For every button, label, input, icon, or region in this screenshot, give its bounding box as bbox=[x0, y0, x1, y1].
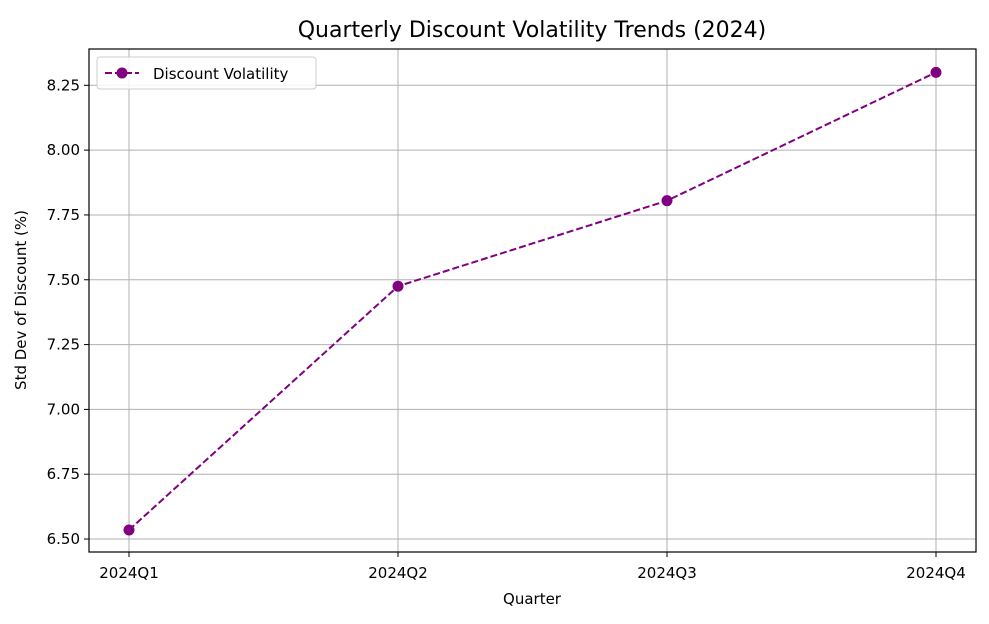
y-tick-label: 6.75 bbox=[47, 465, 80, 483]
y-tick-label: 7.50 bbox=[47, 271, 80, 289]
x-tick-label: 2024Q4 bbox=[906, 564, 966, 582]
y-tick-label: 6.50 bbox=[47, 530, 80, 548]
y-tick-label: 7.25 bbox=[47, 336, 80, 354]
data-point bbox=[123, 524, 135, 536]
legend-label: Discount Volatility bbox=[153, 65, 289, 83]
legend-marker-swatch bbox=[116, 67, 128, 79]
chart-title: Quarterly Discount Volatility Trends (20… bbox=[298, 18, 767, 43]
x-tick-label: 2024Q3 bbox=[637, 564, 697, 582]
legend: Discount Volatility bbox=[96, 56, 317, 90]
x-tick-label: 2024Q1 bbox=[99, 564, 159, 582]
legend-box bbox=[96, 56, 317, 90]
y-axis-label: Std Dev of Discount (%) bbox=[12, 210, 30, 390]
y-tick-label: 8.25 bbox=[47, 76, 80, 94]
data-point bbox=[661, 195, 673, 207]
y-tick-label: 8.00 bbox=[47, 141, 80, 159]
y-tick-label: 7.75 bbox=[47, 206, 80, 224]
plot-frame bbox=[88, 48, 977, 553]
x-axis-ticks: 2024Q1 2024Q2 2024Q3 2024Q4 bbox=[99, 552, 966, 582]
data-point bbox=[392, 280, 404, 292]
x-tick-label: 2024Q2 bbox=[368, 564, 428, 582]
y-axis-ticks: 6.50 6.75 7.00 7.25 7.50 7.75 8.00 8.25 bbox=[47, 76, 89, 548]
series-layer bbox=[123, 66, 942, 536]
y-tick-label: 7.00 bbox=[47, 400, 80, 418]
data-point bbox=[930, 66, 942, 78]
x-axis-label: Quarter bbox=[503, 590, 562, 608]
series-line bbox=[128, 71, 937, 531]
